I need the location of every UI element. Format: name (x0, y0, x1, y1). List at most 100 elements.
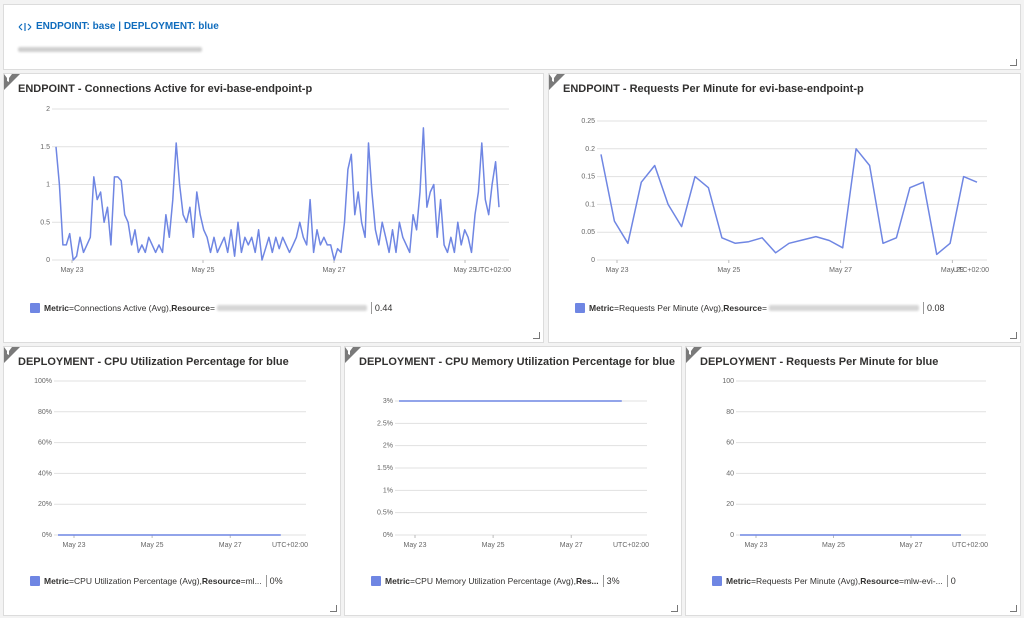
chart-title: DEPLOYMENT - CPU Utilization Percentage … (18, 356, 289, 368)
y-tick-label: 20 (726, 501, 734, 508)
legend-metric: =Connections Active (Avg), (69, 303, 172, 313)
chart-legend[interactable]: Metric =CPU Memory Utilization Percentag… (371, 575, 620, 587)
legend-swatch (371, 576, 381, 586)
y-tick-label: 100% (34, 378, 52, 385)
x-tick-label: May 27 (323, 267, 346, 274)
resize-handle[interactable] (1010, 605, 1017, 612)
x-tick-label: May 27 (829, 267, 852, 274)
chart-tile-requests-per-minute-endpoint[interactable]: ENDPOINT - Requests Per Minute for evi-b… (548, 73, 1021, 343)
y-tick-label: 0% (42, 532, 52, 539)
x-tick-label: May 25 (192, 267, 215, 274)
y-tick-label: 0.2 (585, 146, 595, 153)
filter-icon (4, 347, 12, 355)
y-tick-label: 0% (383, 532, 393, 539)
x-tick-label: May 29 (454, 267, 477, 274)
chart-legend[interactable]: Metric =CPU Utilization Percentage (Avg)… (30, 575, 283, 587)
legend-metric: =Requests Per Minute (Avg), (614, 303, 724, 313)
legend-separator (370, 302, 372, 314)
filter-icon (686, 347, 694, 355)
y-tick-label: 2.5% (377, 420, 393, 427)
legend-metric: =Requests Per Minute (Avg), (751, 576, 861, 586)
legend-separator (922, 302, 924, 314)
x-tick-label: May 27 (560, 542, 583, 549)
chart-legend[interactable]: Metric =Requests Per Minute (Avg), Resou… (575, 302, 945, 314)
y-tick-label: 1 (46, 182, 50, 189)
legend-metric-key: Metric (44, 303, 70, 313)
legend-resource-key: Resource (723, 303, 763, 313)
resize-handle[interactable] (1010, 59, 1017, 66)
legend-value: 0.08 (926, 303, 945, 313)
legend-separator (946, 575, 948, 587)
dashboard-header-title[interactable]: ENDPOINT: base | DEPLOYMENT: blue (18, 21, 219, 32)
x-tick-label: May 23 (61, 267, 84, 274)
y-tick-label: 0.1 (585, 201, 595, 208)
timezone-label: UTC+02:00 (613, 542, 649, 549)
chart-tile-requests-per-minute-deployment[interactable]: DEPLOYMENT - Requests Per Minute for blu… (685, 346, 1021, 616)
legend-metric: =CPU Memory Utilization Percentage (Avg)… (410, 576, 576, 586)
y-tick-label: 80% (38, 409, 52, 416)
chart-tile-connections-active[interactable]: ENDPOINT - Connections Active for evi-ba… (3, 73, 544, 343)
chart-svg: 0 20 40 60 80 100 May 23 May 25 May 27 UTC+02:00 (722, 378, 988, 549)
legend-resource: =ml... (240, 576, 262, 586)
chart-svg: 0 0.5 1 1.5 2 May 23 May 25 May 27 May 29UTC+02:… (40, 106, 511, 274)
header-title-text: ENDPOINT: base | DEPLOYMENT: blue (36, 21, 219, 32)
y-tick-label: 0.15 (581, 174, 595, 181)
chart-title: ENDPOINT - Connections Active for evi-ba… (18, 83, 313, 95)
y-tick-label: 1.5% (377, 465, 393, 472)
info-icon (18, 22, 32, 31)
legend-swatch (575, 303, 585, 313)
y-tick-label: 2 (46, 106, 50, 113)
header-tile: ENDPOINT: base | DEPLOYMENT: blue (3, 4, 1021, 70)
y-tick-label: 0.25 (581, 118, 595, 125)
series-line (55, 127, 500, 261)
legend-resource: =mlw-evi-... (899, 576, 943, 586)
filter-icon (549, 74, 557, 82)
chart-tile-cpu-memory-utilization[interactable]: DEPLOYMENT - CPU Memory Utilization Perc… (344, 346, 682, 616)
resize-handle[interactable] (330, 605, 337, 612)
x-tick-label: May 23 (745, 542, 768, 549)
redacted-resource (216, 305, 367, 311)
y-tick-label: 0 (730, 532, 734, 539)
timezone-label: UTC+02:00 (952, 542, 988, 549)
x-tick-label: May 25 (482, 542, 505, 549)
chart-legend[interactable]: Metric =Requests Per Minute (Avg), Resou… (712, 575, 956, 587)
legend-resource-key: Res... (575, 576, 599, 586)
legend-resource: = (209, 303, 215, 313)
chart-tile-cpu-utilization[interactable]: DEPLOYMENT - CPU Utilization Percentage … (3, 346, 341, 616)
legend-metric-key: Metric (589, 303, 615, 313)
legend-swatch (712, 576, 722, 586)
y-tick-label: 0.5% (377, 510, 393, 517)
x-tick-label: May 29 (941, 267, 964, 274)
y-tick-label: 60 (726, 440, 734, 447)
legend-metric-key: Metric (726, 576, 752, 586)
chart-svg: 0% 20% 40% 60% 80% 100% May 23 May 25 May 27 UTC+… (34, 378, 308, 549)
resize-handle[interactable] (1010, 332, 1017, 339)
chart-legend[interactable]: Metric =Connections Active (Avg), Resour… (30, 302, 392, 314)
timezone-label: UTC+02:00 (475, 267, 511, 274)
filter-icon (345, 347, 353, 355)
legend-separator (265, 575, 267, 587)
resize-handle[interactable] (533, 332, 540, 339)
chart-title: ENDPOINT - Requests Per Minute for evi-b… (563, 83, 864, 95)
redacted-subtitle (18, 47, 202, 52)
x-tick-label: May 27 (900, 542, 923, 549)
redacted-resource (768, 305, 919, 311)
legend-metric-key: Metric (385, 576, 411, 586)
y-tick-label: 40 (726, 470, 734, 477)
y-tick-label: 60% (38, 440, 52, 447)
legend-resource-key: Resource (171, 303, 210, 313)
resize-handle[interactable] (671, 605, 678, 612)
chart-svg: 0% 0.5% 1% 1.5% 2% 2.5% 3% May 23 May 25 May 27 UT… (377, 398, 649, 549)
x-tick-label: May 25 (822, 542, 845, 549)
y-tick-label: 0.5 (40, 219, 50, 226)
legend-metric: =CPU Utilization Percentage (Avg), (69, 576, 202, 586)
legend-metric-key: Metric (44, 576, 70, 586)
legend-value: 0 (950, 576, 956, 586)
chart-title: DEPLOYMENT - Requests Per Minute for blu… (700, 356, 939, 368)
y-tick-label: 2% (383, 443, 393, 450)
filter-icon (4, 74, 12, 82)
legend-value: 0.44 (374, 303, 393, 313)
timezone-label: UTC+02:00 (953, 267, 989, 274)
legend-resource: = (762, 303, 767, 313)
y-tick-label: 0.05 (581, 229, 595, 236)
